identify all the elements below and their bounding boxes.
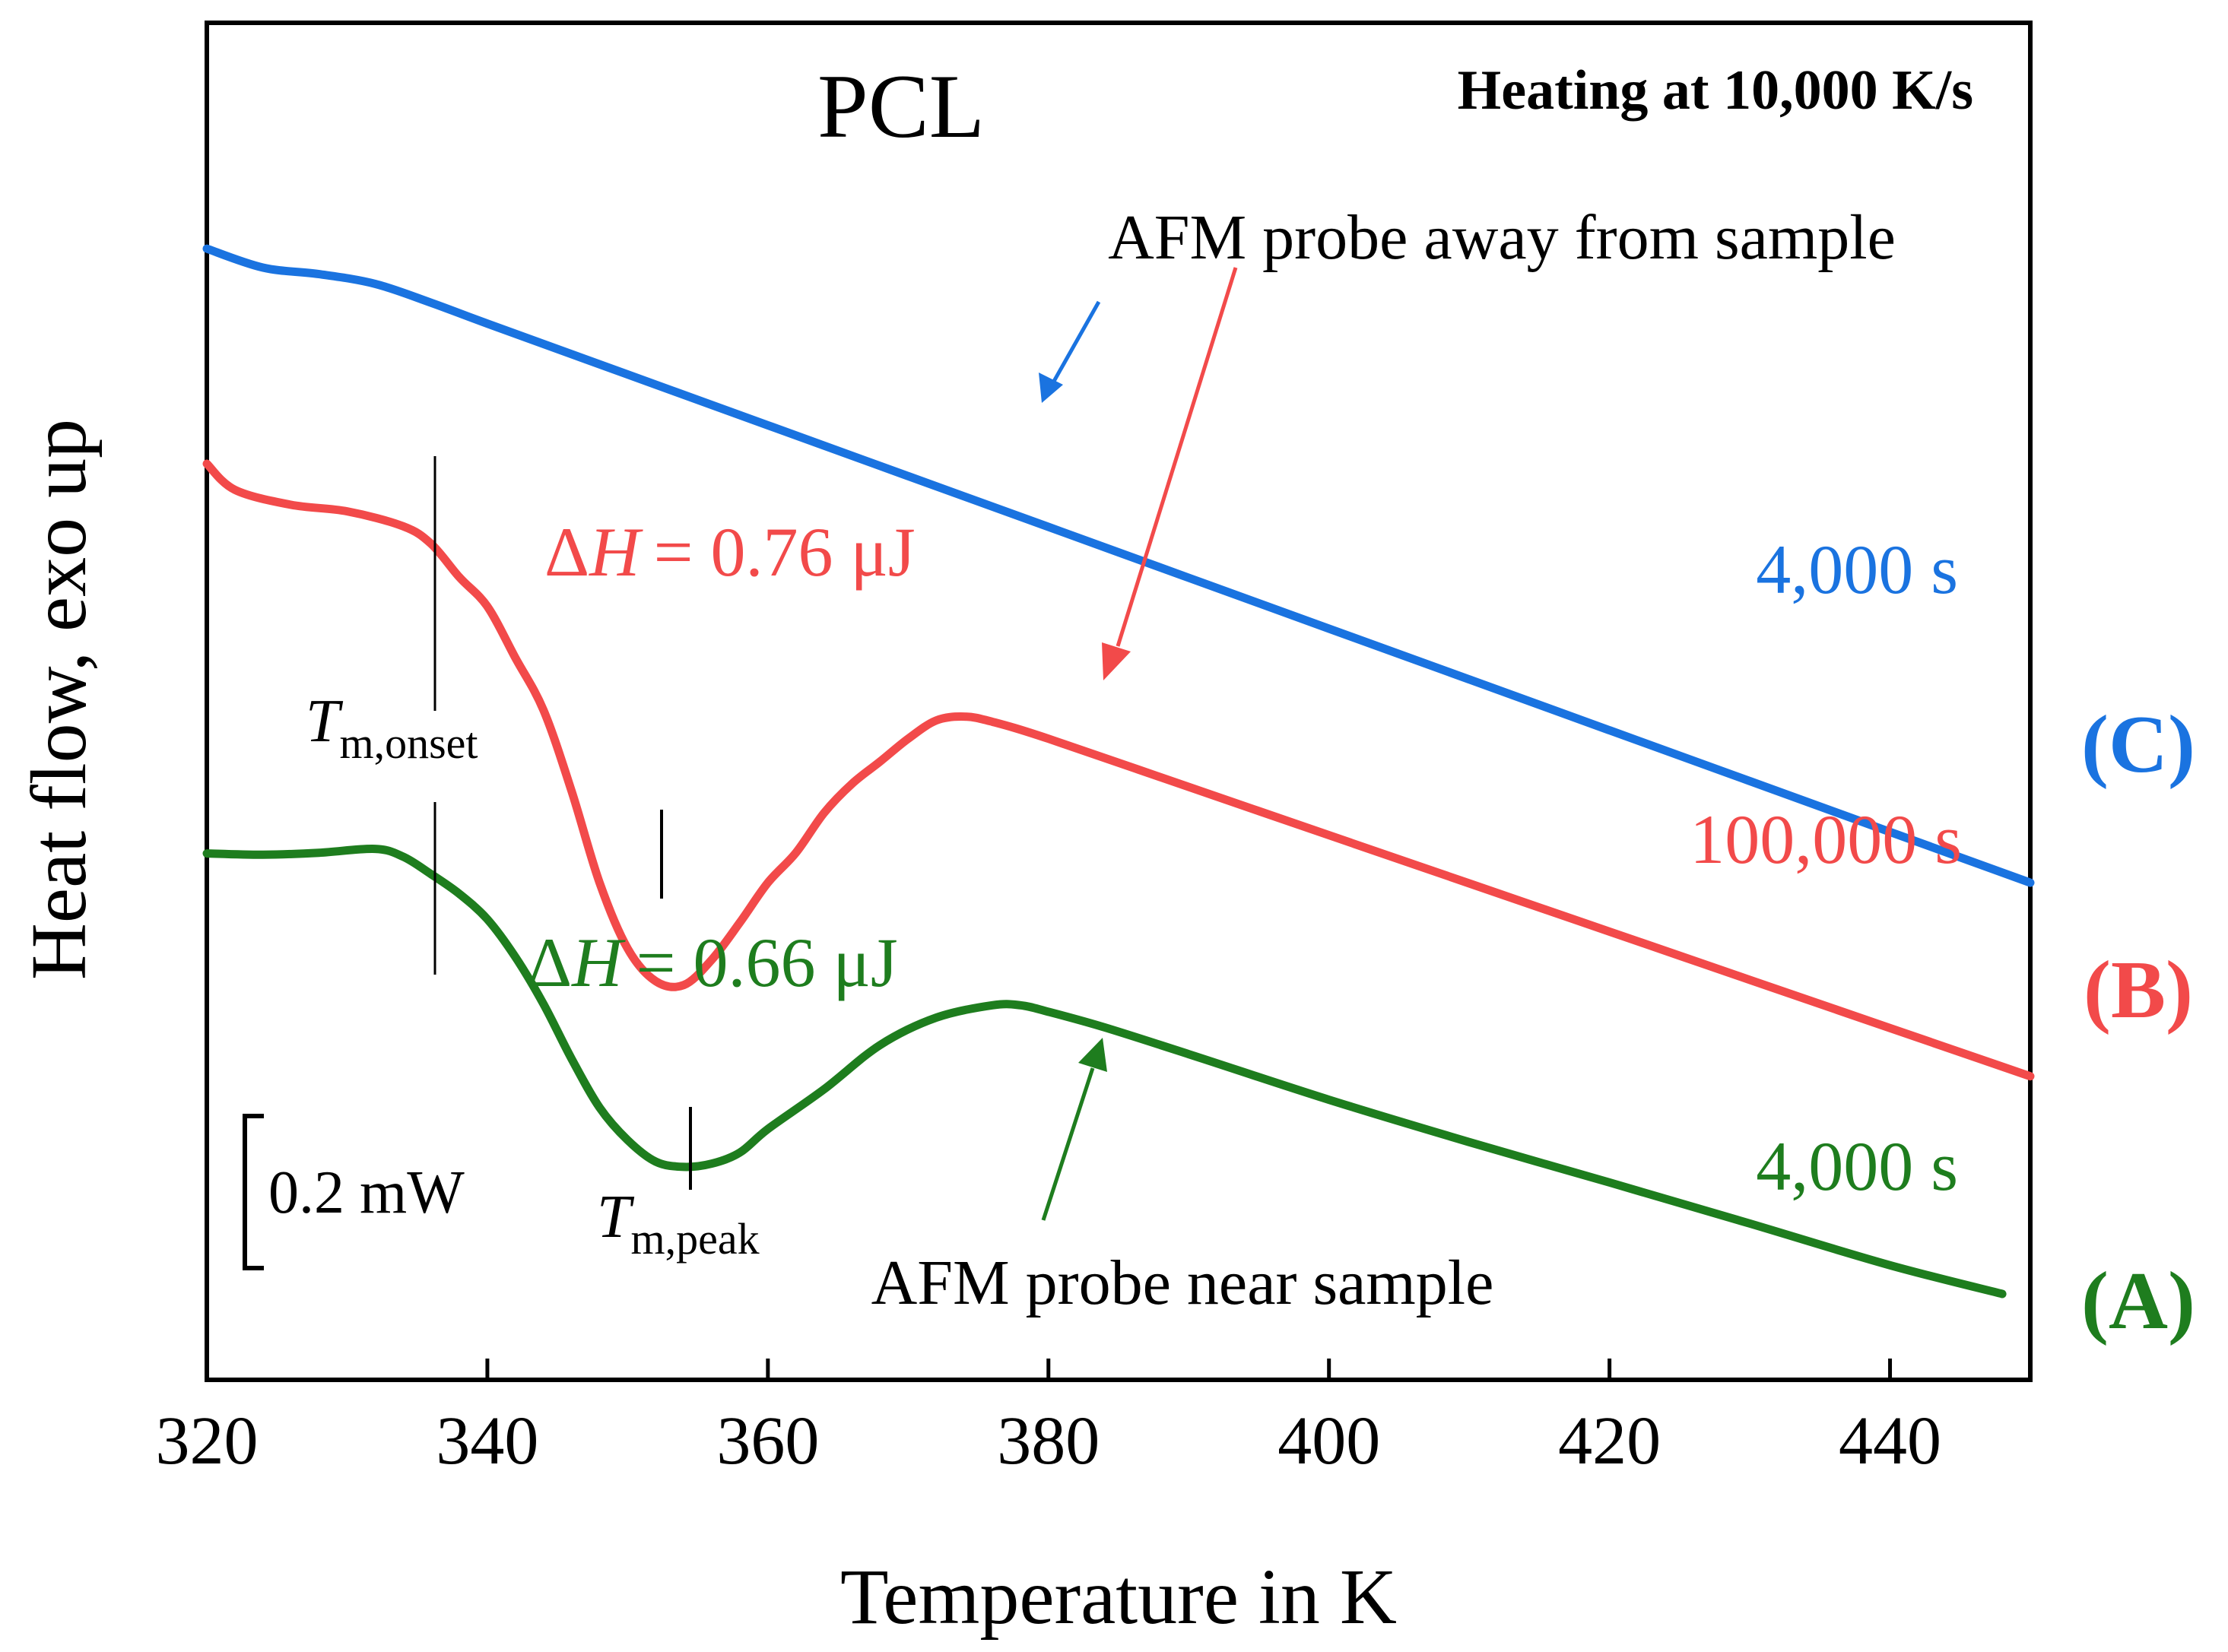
curve-label-c: (C) bbox=[2081, 699, 2195, 790]
series-line-c bbox=[202, 244, 2035, 887]
delta-h-b: ΔH = 0.76 μJ bbox=[544, 513, 916, 591]
x-tick-label-360: 360 bbox=[716, 1403, 819, 1479]
x-tick-label-420: 420 bbox=[1558, 1403, 1661, 1479]
t-onset-label: Tm,onset bbox=[306, 688, 478, 768]
series-layer bbox=[202, 244, 2035, 1298]
chart-subtitle: Heating at 10,000 K/s bbox=[1458, 59, 1973, 122]
x-axis-label: Temperature in K bbox=[840, 1553, 1397, 1641]
series-line-a bbox=[202, 844, 2007, 1298]
arrow-to-curve-b bbox=[1102, 267, 1238, 680]
curve-label-b: (B) bbox=[2084, 945, 2193, 1035]
series-line-b bbox=[202, 459, 2035, 1081]
time-label-b: 100,000 s bbox=[1690, 801, 1962, 878]
x-tick-label-340: 340 bbox=[436, 1403, 538, 1479]
curve-label-a: (A) bbox=[2081, 1256, 2195, 1346]
x-tick-label-400: 400 bbox=[1277, 1403, 1380, 1479]
x-tick-label-380: 380 bbox=[997, 1403, 1100, 1479]
y-axis-label: Heat flow, exo up bbox=[15, 419, 103, 980]
delta-h-a: ΔH = 0.66 μJ bbox=[527, 924, 898, 1001]
chart-title: PCL bbox=[817, 55, 985, 157]
x-tick-label-440: 440 bbox=[1839, 1403, 1941, 1479]
probe-near-label: AFM probe near sample bbox=[871, 1248, 1494, 1318]
t-peak-label: Tm,peak bbox=[597, 1184, 760, 1264]
x-tick-label-320: 320 bbox=[156, 1403, 259, 1479]
arrow-to-curve-a bbox=[1041, 1038, 1107, 1221]
time-label-a: 4,000 s bbox=[1756, 1127, 1958, 1205]
arrow-to-curve-c bbox=[1039, 300, 1101, 403]
plot-frame bbox=[205, 21, 2033, 1382]
time-label-c: 4,000 s bbox=[1756, 531, 1958, 608]
probe-away-label: AFM probe away from sample bbox=[1108, 202, 1896, 273]
scale-bar bbox=[243, 1114, 264, 1270]
x-axis-ticks: 320 340 360 380 400 420 440 bbox=[156, 1359, 1941, 1479]
scale-bar-label: 0.2 mW bbox=[268, 1159, 465, 1226]
